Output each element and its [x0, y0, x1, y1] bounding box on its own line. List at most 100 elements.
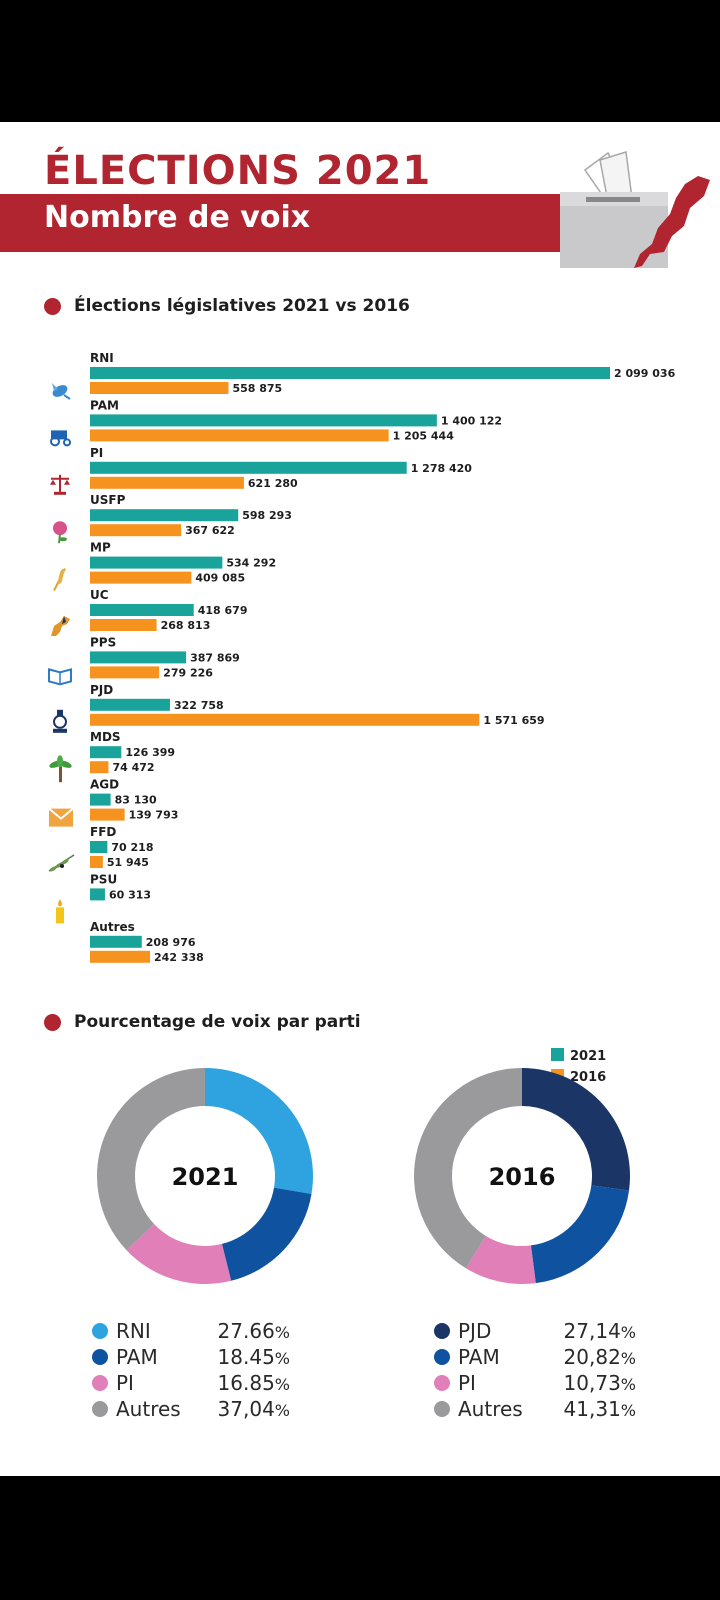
bar-value-label: 139 793	[129, 809, 179, 822]
legend-party: PAM	[458, 1345, 500, 1369]
legend-item: Autres 41,31%	[434, 1396, 636, 1422]
bar-value-label: 598 293	[242, 509, 292, 522]
swatch-autres	[434, 1401, 450, 1417]
legend-label: 2021	[570, 1049, 606, 1064]
bar-value-label: 409 085	[195, 572, 245, 585]
legend-swatch-2021	[551, 1048, 564, 1061]
legend-value: 10,73%	[563, 1371, 636, 1395]
bar-2016	[90, 382, 229, 394]
lamp-icon	[53, 709, 67, 733]
bar-2016	[90, 429, 389, 442]
swatch-pjd	[434, 1323, 450, 1339]
legend-party: RNI	[116, 1319, 151, 1343]
category-label: PI	[90, 446, 103, 460]
bar-2021	[90, 556, 223, 569]
page-title: ÉLECTIONS 2021	[44, 148, 432, 194]
bar-2016	[90, 761, 109, 774]
legend-item: PI 16.85%	[92, 1370, 290, 1396]
legend-value: 20,82%	[563, 1345, 636, 1369]
legend-item: RNI 27.66%	[92, 1318, 290, 1344]
donut-slice-pi	[126, 1224, 232, 1284]
bar-2021	[90, 651, 187, 664]
rose-icon	[53, 521, 67, 544]
bar-value-label: 51 945	[107, 856, 149, 869]
tractor-icon	[50, 430, 71, 447]
legend-2016: PJD 27,14% PAM 20,82% PI 10,73% Autres 4…	[434, 1318, 636, 1422]
bar-2021	[90, 746, 122, 759]
bar-value-label: 1 571 659	[483, 714, 544, 727]
bar-2016	[90, 808, 125, 821]
donut-slice-pam	[530, 1185, 630, 1284]
wheat-icon	[53, 568, 66, 592]
bar-2016	[90, 666, 160, 679]
category-label: MP	[90, 541, 111, 555]
legend-party: PI	[458, 1371, 476, 1395]
category-label: FFD	[90, 825, 116, 839]
donut-slice-pam	[221, 1187, 312, 1281]
bar-2016	[90, 619, 157, 631]
category-label: PAM	[90, 398, 119, 412]
bar-value-label: 208 976	[146, 936, 196, 949]
legend-value: 27,14%	[563, 1319, 636, 1343]
legend-item: PAM 18.45%	[92, 1344, 290, 1370]
swatch-rni	[92, 1323, 108, 1339]
bird-icon	[52, 383, 71, 400]
legend-label: 2016	[570, 1070, 606, 1085]
donut-center-label: 2021	[172, 1163, 239, 1191]
legend-value: 16.85%	[217, 1371, 290, 1395]
category-label: Autres	[90, 920, 135, 934]
category-label: RNI	[90, 351, 114, 365]
ballot-box-map-icon	[560, 151, 710, 268]
legend-value: 27.66%	[217, 1319, 290, 1343]
swatch-pam	[434, 1349, 450, 1365]
legend-2021: RNI 27.66% PAM 18.45% PI 16.85% Autres 3…	[92, 1318, 290, 1422]
bar-2021	[90, 461, 407, 474]
bar-2021	[90, 698, 170, 711]
category-label: UC	[90, 588, 109, 602]
bar-value-label: 60 313	[109, 888, 151, 901]
bar-value-label: 70 218	[111, 841, 153, 854]
page-subtitle: Nombre de voix	[44, 200, 311, 235]
bar-value-label: 1 278 420	[411, 462, 473, 475]
bar-2016	[90, 856, 103, 868]
book-icon	[48, 668, 72, 686]
bar-2021	[90, 414, 437, 427]
legend-party: Autres	[116, 1397, 181, 1421]
swatch-pam	[92, 1349, 108, 1365]
bar-value-label: 1 400 122	[441, 414, 502, 427]
bar-value-label: 126 399	[125, 746, 175, 759]
bar-2016	[90, 571, 192, 584]
legend-item: PI 10,73%	[434, 1370, 636, 1396]
swatch-pi	[434, 1375, 450, 1391]
category-label: AGD	[90, 778, 119, 792]
category-label: PPS	[90, 635, 116, 649]
donut-chart-2021: 2021	[97, 1068, 313, 1284]
legend-item: Autres 37,04%	[92, 1396, 290, 1422]
bar-value-label: 74 472	[112, 761, 154, 774]
bar-2016	[90, 713, 480, 726]
bar-value-label: 322 758	[174, 699, 224, 712]
section-bullet	[44, 297, 61, 315]
legend-value: 18.45%	[217, 1345, 290, 1369]
donut-chart-2016: 2016	[414, 1068, 630, 1284]
section-bullet	[44, 1013, 61, 1031]
category-label: USFP	[90, 493, 126, 507]
bar-value-label: 418 679	[198, 604, 248, 617]
donut-center-label: 2016	[489, 1163, 556, 1191]
bar-value-label: 268 813	[161, 619, 211, 632]
bar-value-label: 387 869	[190, 651, 240, 664]
legend-party: PJD	[458, 1319, 492, 1343]
horse-icon	[51, 616, 70, 636]
bar-2021	[90, 604, 194, 616]
bar-2021	[90, 367, 610, 379]
section-title-bar-chart: Élections législatives 2021 vs 2016	[44, 296, 410, 316]
legend-item: PJD 27,14%	[434, 1318, 636, 1344]
legend-party: Autres	[458, 1397, 523, 1421]
donut-slice-autres	[97, 1068, 205, 1251]
swatch-pi	[92, 1375, 108, 1391]
bar-2021	[90, 509, 239, 522]
bar-2021	[90, 888, 105, 901]
legend-party: PAM	[116, 1345, 158, 1369]
legend-value: 37,04%	[217, 1397, 290, 1421]
bar-value-label: 279 226	[163, 666, 213, 679]
